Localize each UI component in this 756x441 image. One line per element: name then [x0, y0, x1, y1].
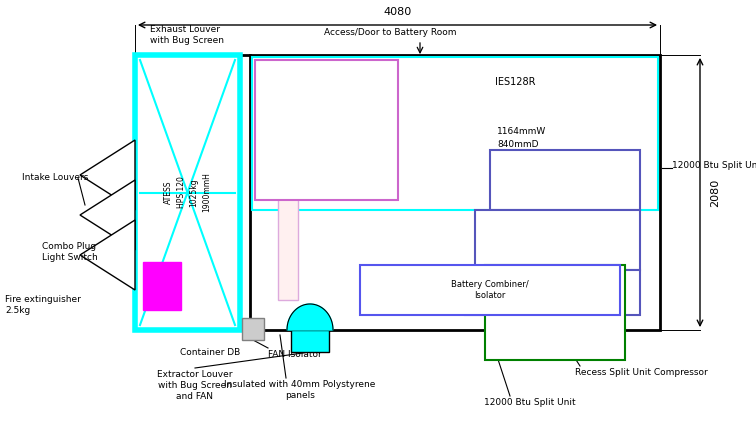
- Text: 1164mmW
840mmD
1776mmH: 1164mmW 840mmD 1776mmH: [497, 127, 547, 162]
- Bar: [360, 265, 620, 315]
- Text: 12000 Btu Split Unit: 12000 Btu Split Unit: [672, 161, 756, 169]
- Text: 12000 Btu Split Unit: 12000 Btu Split Unit: [484, 398, 576, 407]
- Polygon shape: [80, 180, 135, 250]
- Text: Battery Combiner/
Isolator: Battery Combiner/ Isolator: [451, 280, 529, 300]
- Bar: [278, 100, 298, 300]
- Polygon shape: [287, 304, 333, 330]
- Bar: [475, 210, 640, 270]
- Text: Access/Door to Battery Room: Access/Door to Battery Room: [324, 28, 457, 37]
- Bar: [291, 330, 329, 352]
- Text: Future Expansion
IES 128R: Future Expansion IES 128R: [260, 80, 338, 100]
- Text: Intake Louvers: Intake Louvers: [22, 173, 88, 183]
- Bar: [135, 55, 660, 330]
- Text: Combo Plug
Light Switch: Combo Plug Light Switch: [42, 242, 98, 262]
- Bar: [465, 270, 640, 315]
- Text: 2080: 2080: [710, 178, 720, 207]
- Bar: [242, 318, 264, 340]
- Text: Insulated with 40mm Polystyrene
panels: Insulated with 40mm Polystyrene panels: [225, 380, 376, 400]
- Text: ATESS
HPS 120
1025kg
1900mmH: ATESS HPS 120 1025kg 1900mmH: [164, 172, 211, 213]
- Bar: [485, 265, 625, 360]
- Text: Fire extinguisher
2.5kg: Fire extinguisher 2.5kg: [5, 295, 81, 315]
- Polygon shape: [80, 140, 135, 210]
- Text: 1164mmW
840mmD
1776mmH: 1164mmW 840mmD 1776mmH: [260, 127, 309, 162]
- Bar: [135, 55, 240, 330]
- Text: Recess Split Unit Compressor: Recess Split Unit Compressor: [575, 368, 708, 377]
- Text: Container DB: Container DB: [180, 348, 240, 357]
- Text: FAN Isolator: FAN Isolator: [268, 350, 322, 359]
- Bar: [143, 262, 181, 310]
- Bar: [252, 57, 658, 210]
- Text: IES128R: IES128R: [495, 77, 535, 87]
- Polygon shape: [80, 220, 135, 290]
- Bar: [255, 60, 398, 200]
- Text: Extractor Louver
with Bug Screen
and FAN: Extractor Louver with Bug Screen and FAN: [157, 370, 233, 401]
- Bar: [490, 150, 640, 210]
- Text: Exhaust Louver
with Bug Screen: Exhaust Louver with Bug Screen: [150, 25, 224, 45]
- Text: 4080: 4080: [383, 7, 411, 17]
